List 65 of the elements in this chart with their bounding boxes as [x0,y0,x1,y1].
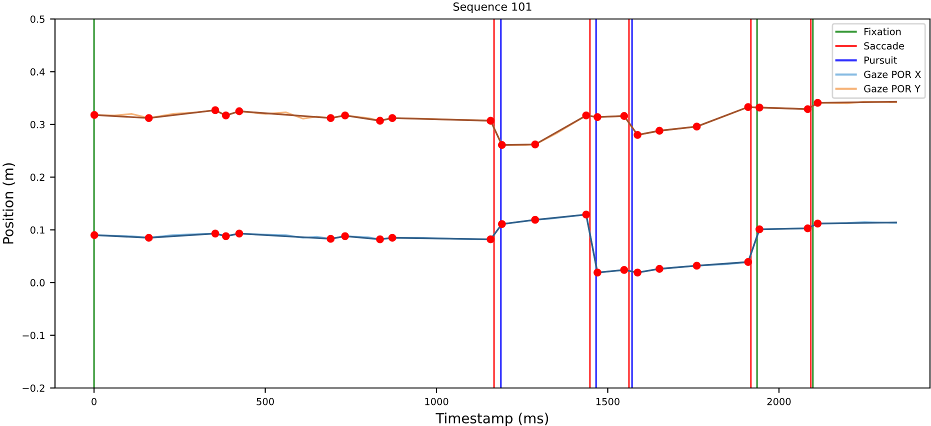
point [144,114,153,122]
point [376,235,384,244]
point [222,232,230,240]
point [756,225,764,234]
y-tick-label: 0.5 [30,15,44,23]
point [211,230,220,238]
point [144,234,153,242]
y-tick-label: 0.2 [30,174,44,181]
point [222,112,230,120]
y-tick-label: 0.0 [30,279,45,286]
point [326,114,335,122]
y-tick-label: −0.1 [22,332,44,340]
point [90,110,98,119]
point [498,141,506,149]
x-tick-label: 0 [92,398,96,406]
point [804,224,812,232]
point [341,112,350,120]
point [388,234,396,242]
point [594,113,602,121]
point [531,140,540,148]
legend-label: Fixation [864,28,901,36]
point [634,131,642,139]
x-tick-label: 1500 [596,398,620,406]
point [744,258,752,266]
point [744,103,752,111]
point [582,112,590,120]
point [814,98,822,107]
point [582,210,590,219]
legend-label: Gaze POR X [864,70,921,78]
point [498,220,506,228]
y-tick-label: 0.1 [30,226,44,234]
x-tick-label: 1000 [425,398,448,406]
y-tick-label: 0.3 [30,120,44,128]
y-tick-label: −0.2 [22,384,44,392]
legend-label: Gaze POR Y [864,85,921,92]
y-axis-title: Position (m) [2,163,16,244]
x-axis-title: Timestamp (ms) [436,412,548,426]
point [656,126,664,135]
point [656,264,664,273]
point [620,266,628,274]
point [341,232,350,240]
point [486,116,495,125]
x-tick-label: 500 [256,398,274,406]
point [90,231,98,240]
point [804,105,812,114]
legend-label: Saccade [864,42,904,50]
point [235,230,244,238]
point [594,268,602,277]
point [756,104,764,112]
y-tick-label: 0.4 [30,68,45,76]
point [326,234,335,243]
point [692,262,701,270]
point [376,116,384,125]
x-tick-label: 2000 [767,398,791,406]
point [692,122,701,130]
point [620,112,628,120]
point [388,114,396,122]
point [235,107,244,116]
point [211,106,220,114]
legend-label: Pursuit [864,56,897,64]
point [486,235,495,244]
point [634,268,642,277]
chart-title: Sequence 101 [453,2,532,13]
point [531,216,540,224]
point [814,220,822,228]
